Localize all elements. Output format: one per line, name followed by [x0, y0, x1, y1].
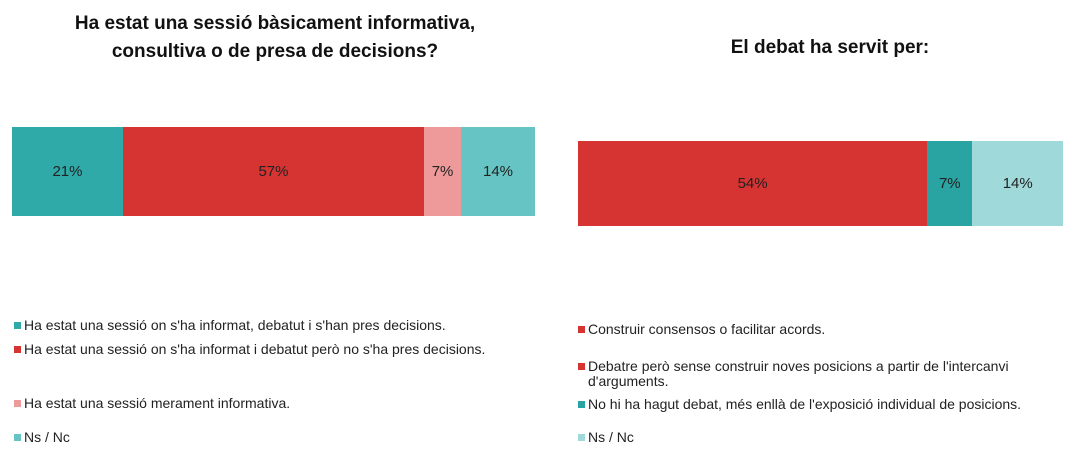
- chart-title: El debat ha servit per:: [730, 37, 930, 58]
- legend-label: Debatre però sense construir noves posic…: [588, 358, 1009, 389]
- bar-segment: 7%: [424, 127, 462, 216]
- value-label: 14%: [482, 163, 514, 180]
- legend-swatch: [578, 363, 585, 370]
- bar-segment: 7%: [927, 141, 973, 226]
- legend-entry: No hi ha hagut debat, més enllà de l'exp…: [578, 397, 1068, 412]
- legend-swatch: [14, 434, 21, 441]
- legend-swatch: [14, 346, 21, 353]
- legend-entry: Construir consensos o facilitar acords.: [578, 322, 1068, 337]
- value-label: 7%: [431, 163, 454, 180]
- bar-segment: 57%: [122, 127, 425, 216]
- legend-label: Ns / Nc: [24, 429, 70, 445]
- legend-label: Ha estat una sessió on s'ha informat i d…: [24, 341, 486, 357]
- legend-entry: Ha estat una sessió on s'ha informat, de…: [14, 318, 504, 333]
- legend-swatch: [578, 434, 585, 441]
- legend-swatch: [14, 322, 21, 329]
- legend-entry: Ha estat una sessió on s'ha informat i d…: [14, 342, 504, 357]
- chart-title: Ha estat una sessió bàsicament informati…: [74, 13, 476, 62]
- legend-label: Construir consensos o facilitar acords.: [588, 321, 826, 337]
- legend-label: No hi ha hagut debat, més enllà de l'exp…: [588, 396, 1022, 412]
- legend-swatch: [578, 326, 585, 333]
- value-label: 57%: [258, 163, 289, 180]
- value-label: 21%: [52, 163, 83, 180]
- bar-segment: 14%: [972, 141, 1063, 226]
- legend-label: Ha estat una sessió merament informativa…: [24, 395, 291, 411]
- legend-entry: Ns / Nc: [14, 430, 504, 445]
- bar-segment: 14%: [461, 127, 535, 216]
- legend-label: Ns / Nc: [588, 429, 634, 445]
- legend-label: Ha estat una sessió on s'ha informat, de…: [24, 317, 446, 333]
- value-label: 7%: [938, 175, 961, 192]
- legend-swatch: [14, 400, 21, 407]
- value-label: 54%: [737, 175, 768, 192]
- legend-swatch: [578, 401, 585, 408]
- legend-entry: Ha estat una sessió merament informativa…: [14, 396, 504, 411]
- bar-segment: 54%: [578, 141, 928, 226]
- value-label: 14%: [1002, 175, 1033, 192]
- bar-segment: 21%: [12, 127, 123, 216]
- legend-entry: Debatre però sense construir noves posic…: [578, 359, 1068, 389]
- legend-entry: Ns / Nc: [578, 430, 1068, 445]
